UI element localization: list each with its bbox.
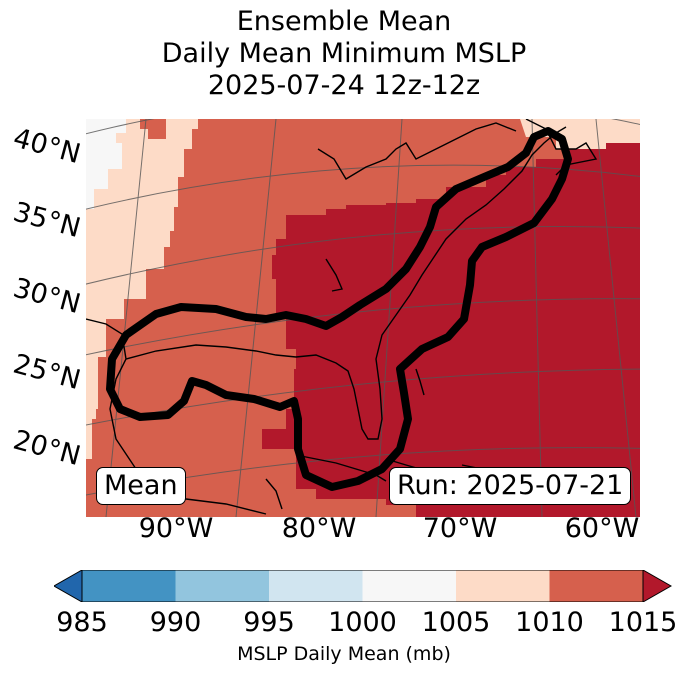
cb-tick-1010: 1010 bbox=[515, 607, 584, 638]
lat-label-20: 20°N bbox=[9, 424, 84, 473]
run-date-label: Run: 2025-07-21 bbox=[389, 467, 632, 505]
colorbar bbox=[54, 570, 672, 602]
mean-label: Mean bbox=[96, 467, 186, 505]
colorbar-seg-985-990 bbox=[82, 570, 176, 602]
lat-label-40: 40°N bbox=[9, 122, 84, 171]
field-1005-1010 bbox=[86, 119, 198, 459]
title-line-3: 2025-07-24 12z-12z bbox=[207, 70, 481, 101]
mslp-contour bbox=[106, 127, 572, 491]
cb-tick-1000: 1000 bbox=[328, 607, 397, 638]
cb-tick-1015: 1015 bbox=[608, 607, 678, 638]
lon-label-90w: 90°W bbox=[138, 513, 214, 544]
cb-tick-1005: 1005 bbox=[421, 607, 491, 638]
cb-tick-985: 985 bbox=[56, 607, 108, 638]
cb-tick-995: 995 bbox=[243, 607, 295, 638]
lon-label-60w: 60°W bbox=[564, 513, 640, 544]
map-svg bbox=[86, 119, 640, 517]
lon-label-80w: 80°W bbox=[281, 513, 357, 544]
cb-tick-990: 990 bbox=[149, 607, 202, 638]
field-1005-1010-sw bbox=[86, 355, 96, 419]
colorbar-seg-1000-1005 bbox=[362, 570, 456, 602]
colorbar-extend-low bbox=[54, 570, 83, 602]
title-line-1: Ensemble Mean bbox=[236, 6, 452, 37]
colorbar-seg-990-995 bbox=[175, 570, 269, 602]
map-panel bbox=[86, 119, 640, 517]
lon-label-70w: 70°W bbox=[422, 513, 498, 544]
colorbar-seg-1005-1010 bbox=[456, 570, 550, 602]
lat-label-30: 30°N bbox=[9, 272, 84, 321]
title-line-2: Daily Mean Minimum MSLP bbox=[161, 38, 527, 69]
lat-label-35: 35°N bbox=[9, 196, 84, 245]
colorbar-label: MSLP Daily Mean (mb) bbox=[237, 643, 451, 665]
lat-label-25: 25°N bbox=[9, 348, 84, 397]
chart-title: Ensemble Mean Daily Mean Minimum MSLP 20… bbox=[0, 6, 688, 102]
field-1000-1005 bbox=[86, 119, 126, 209]
colorbar-seg-1010-1015 bbox=[549, 570, 643, 602]
colorbar-seg-995-1000 bbox=[269, 570, 363, 602]
colorbar-extend-high bbox=[642, 570, 672, 602]
colorbar-frame bbox=[81, 570, 644, 602]
